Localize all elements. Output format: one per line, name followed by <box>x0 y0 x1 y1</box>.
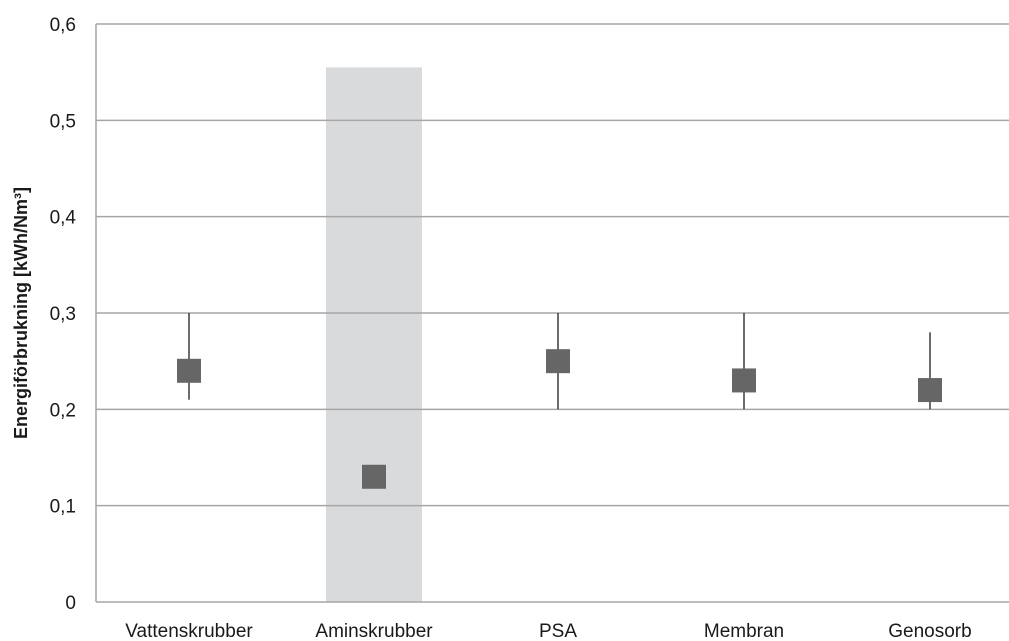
y-tick-label: 0,2 <box>50 400 76 421</box>
grid-layer <box>96 23 1009 603</box>
category-labels: Vattenskrubber Aminskrubber PSA Membran Geno… <box>125 621 971 641</box>
category-label: Genosorb <box>888 621 971 641</box>
data-point <box>732 368 756 393</box>
category-label: PSA <box>539 621 577 641</box>
y-tick-label: 0,5 <box>50 111 76 132</box>
y-tick-labels: 0 0,1 0,2 0,3 0,4 0,5 0,6 <box>50 15 77 614</box>
band-layer <box>326 67 422 603</box>
category-label: Aminskrubber <box>315 621 433 641</box>
data-point <box>362 464 386 489</box>
shaded-band <box>326 67 422 603</box>
y-tick-label: 0,3 <box>50 304 76 325</box>
y-tick-label: 0 <box>65 593 76 614</box>
category-label: Vattenskrubber <box>125 621 253 641</box>
data-point <box>177 358 201 383</box>
y-tick-label: 0,4 <box>50 208 77 229</box>
data-point <box>546 349 570 374</box>
marker-layer <box>177 349 942 489</box>
category-label: Membran <box>704 621 784 641</box>
y-tick-label: 0,1 <box>50 497 76 518</box>
data-point <box>918 378 942 403</box>
y-axis-label: Energiförbrukning [kWh/Nm³] <box>11 187 31 439</box>
y-tick-label: 0,6 <box>50 15 76 36</box>
